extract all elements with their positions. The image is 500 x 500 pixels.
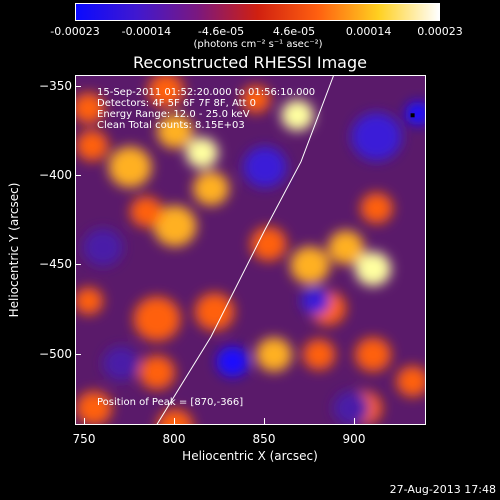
heatmap-blob xyxy=(328,230,364,265)
x-tick-mark xyxy=(174,418,175,424)
annotation-time-range: 15-Sep-2011 01:52:20.000 to 01:56:10.000 xyxy=(97,87,316,98)
x-axis-label: Heliocentric X (arcsec) xyxy=(182,449,318,463)
heatmap-blob xyxy=(333,391,370,424)
y-tick-label: −400 xyxy=(39,168,72,182)
x-tick-mark xyxy=(84,418,85,424)
colorbar-units: (photons cm⁻² s⁻¹ asec⁻²) xyxy=(193,39,323,50)
y-tick-label: −500 xyxy=(39,346,72,361)
heatmap-blob xyxy=(302,339,336,370)
y-tick-mark xyxy=(75,353,81,355)
annotation-detectors: Detectors: 4F 5F 6F 7F 8F, Att 0 xyxy=(97,98,257,109)
heatmap-blob xyxy=(153,205,197,247)
heatmap-blob xyxy=(157,114,193,149)
peak-position-label: Position of Peak = [870,-366] xyxy=(97,397,244,408)
plot-area: 15-Sep-2011 01:52:20.000 to 01:56:10.000… xyxy=(75,75,426,425)
heatmap-blob xyxy=(241,85,271,113)
x-tick-mark xyxy=(264,418,265,424)
colorbar xyxy=(75,3,440,21)
heatmap-blob xyxy=(216,346,249,378)
heatmap-blob xyxy=(157,408,193,424)
heatmap-blob xyxy=(103,346,139,381)
heatmap-blob xyxy=(148,76,184,108)
annotation-clean-counts: Clean Total counts: 8.15E+03 xyxy=(97,120,245,131)
colorbar-tick-label: 4.6e-05 xyxy=(272,25,316,38)
heatmap-blob xyxy=(76,130,109,162)
heatmap-blob xyxy=(133,296,181,342)
y-tick-mark xyxy=(75,264,81,266)
heatmap-blob xyxy=(351,112,402,161)
heatmap-blob xyxy=(139,355,175,390)
y-tick-mark xyxy=(75,175,81,176)
heatmap-blob xyxy=(185,137,219,169)
heatmap-blob xyxy=(290,246,330,285)
heatmap-blob xyxy=(76,287,103,315)
heatmap-blob xyxy=(76,92,105,124)
chart-title: Reconstructed RHESSI Image xyxy=(133,53,367,72)
x-tick-label: 900 xyxy=(342,432,366,446)
heatmap-blob xyxy=(396,365,425,397)
x-tick-mark xyxy=(354,418,355,424)
x-tick-label: 800 xyxy=(162,432,186,446)
y-tick-mark xyxy=(75,85,81,87)
heatmap-blob xyxy=(108,146,152,188)
footer-date: 27-Aug-2013 17:48 xyxy=(389,483,496,496)
colorbar-tick-label: -4.6e-05 xyxy=(197,25,245,38)
heatmap-blob xyxy=(243,146,287,188)
heatmap-blob xyxy=(281,99,314,131)
heatmap-blob xyxy=(250,226,287,261)
heatmap-blob xyxy=(256,337,292,372)
annotation-energy-range: Energy Range: 12.0 - 25.0 keV xyxy=(97,109,250,120)
y-axis-label: Heliocentric Y (arcsec) xyxy=(7,182,21,318)
x-tick-label: 850 xyxy=(252,432,276,446)
peak-marker xyxy=(410,113,415,118)
heatmap-blob xyxy=(405,101,425,126)
colorbar-tick-label: 0.00014 xyxy=(345,25,392,38)
x-tick-label: 750 xyxy=(72,432,96,446)
heatmap-blob xyxy=(83,228,123,267)
heatmap-svg xyxy=(76,76,425,424)
y-tick-label: −350 xyxy=(39,78,72,93)
heatmap-blob xyxy=(130,196,163,228)
heatmap-blob xyxy=(360,192,393,224)
colorbar-tick-label: 0.00023 xyxy=(417,25,463,38)
y-tick-label: −450 xyxy=(39,257,72,272)
heatmap-blob xyxy=(76,391,112,424)
heatmap-blob xyxy=(301,287,330,315)
heatmap-blob xyxy=(194,292,235,331)
heatmap-blob xyxy=(193,171,229,206)
heatmap-blob xyxy=(355,251,391,286)
solar-limb-line xyxy=(156,76,334,424)
heatmap-blob xyxy=(355,337,391,372)
colorbar-tick-label: -0.00014 xyxy=(121,25,172,38)
colorbar-tick-label: -0.00023 xyxy=(50,25,100,38)
